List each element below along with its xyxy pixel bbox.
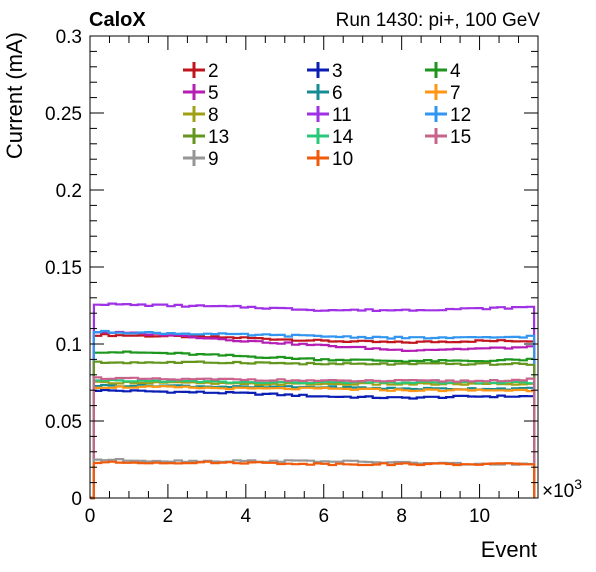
legend-label-2: 2	[208, 61, 219, 82]
legend-entry-2: 2	[183, 61, 219, 82]
run-label: Run 1430: pi+, 100 GeV	[336, 10, 541, 31]
y-tick-label-0: 0	[71, 489, 82, 510]
legend-label-9: 9	[208, 149, 219, 170]
series-3-line	[90, 388, 536, 500]
legend-entry-4: 4	[425, 61, 461, 82]
legend-entry-12: 12	[425, 105, 471, 126]
y-tick-label-0.25: 0.25	[45, 104, 82, 125]
legend-entry-9: 9	[183, 149, 219, 170]
legend-entry-10: 10	[307, 149, 353, 170]
x-tick-label-4: 4	[241, 506, 252, 527]
legend-label-11: 11	[332, 105, 352, 126]
legend-label-5: 5	[208, 83, 219, 104]
series-6-line	[90, 383, 536, 500]
x-multiplier-exponent: 3	[574, 476, 582, 492]
legend-label-3: 3	[332, 61, 343, 82]
x-tick-label-2: 2	[163, 506, 174, 527]
series-12-line	[90, 329, 536, 500]
legend-label-6: 6	[332, 83, 343, 104]
series-5-line	[90, 330, 536, 500]
legend-label-4: 4	[450, 61, 461, 82]
legend-entry-13: 13	[183, 127, 229, 148]
legend-entry-8: 8	[183, 105, 219, 126]
legend-label-14: 14	[332, 127, 354, 148]
legend-label-8: 8	[208, 105, 219, 126]
y-tick-label-0.3: 0.3	[56, 27, 82, 48]
y-tick-label-0.2: 0.2	[56, 181, 82, 202]
series-14-line	[90, 378, 536, 500]
legend-entry-14: 14	[307, 127, 354, 148]
legend-entry-15: 15	[425, 127, 471, 148]
axes-layer: 0 0.05 0.1 0.15 0.2 0.25 0.3 0 2 4 6 8 10	[45, 27, 539, 527]
series-9-line	[90, 458, 536, 500]
legend-label-12: 12	[450, 105, 471, 126]
series-8-line	[90, 380, 536, 500]
y-tick-label-0.05: 0.05	[45, 412, 82, 433]
x-multiplier: ×103	[542, 476, 582, 502]
legend: 2 3 4 5 6 7 8 11 12 13 14 15 9 10	[183, 61, 471, 170]
series-15-line	[90, 376, 536, 500]
experiment-label: CaloX	[89, 9, 146, 31]
x-axis-label: Event	[481, 537, 537, 562]
series-11-line	[90, 302, 536, 500]
legend-label-7: 7	[450, 83, 461, 104]
legend-entry-5: 5	[183, 83, 219, 104]
legend-label-10: 10	[332, 149, 353, 170]
y-axis-label: Current (mA)	[2, 32, 27, 159]
x-tick-label-10: 10	[469, 506, 490, 527]
y-tick-label-0.15: 0.15	[45, 258, 82, 279]
series-layer	[90, 302, 536, 500]
x-tick-label-6: 6	[318, 506, 329, 527]
legend-label-15: 15	[450, 127, 471, 148]
x-tick-label-0: 0	[85, 506, 96, 527]
legend-entry-6: 6	[307, 83, 343, 104]
series-10-line	[90, 460, 536, 500]
legend-label-13: 13	[208, 127, 229, 148]
legend-entry-3: 3	[307, 61, 343, 82]
series-7-line	[90, 385, 536, 500]
y-tick-label-0.1: 0.1	[56, 335, 82, 356]
legend-entry-11: 11	[307, 105, 352, 126]
series-13-line	[90, 360, 536, 500]
legend-entry-7: 7	[425, 83, 461, 104]
series-4-line	[90, 350, 536, 500]
x-tick-label-8: 8	[396, 506, 407, 527]
